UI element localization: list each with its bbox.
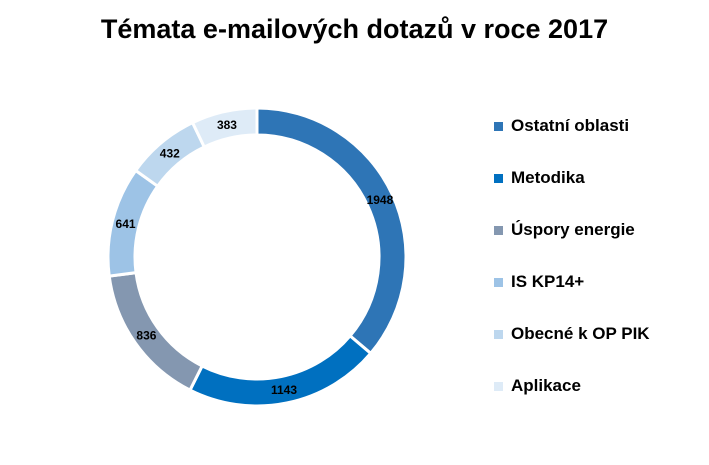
legend-label: IS KP14+ (511, 272, 585, 291)
legend-item: Úspory energie (494, 217, 650, 243)
legend-item: Ostatní oblasti (494, 113, 650, 139)
legend-swatch (494, 329, 503, 339)
donut-slice (190, 106, 259, 149)
slice-data-label: 1948 (367, 193, 394, 207)
legend-label: Metodika (511, 168, 585, 187)
legend-item: Aplikace (494, 373, 650, 399)
legend-label: Obecné k OP PIK (511, 324, 650, 343)
slice-data-label: 836 (136, 328, 156, 342)
legend-swatch (494, 277, 503, 287)
legend-label: Ostatní oblasti (511, 116, 630, 135)
chart-title: Témata e-mailových dotazů v roce 2017 (100, 14, 609, 44)
legend-swatch (494, 121, 503, 131)
legend-label: Úspory energie (511, 220, 635, 239)
legend-swatch (494, 225, 503, 235)
slice-data-label: 383 (217, 118, 237, 132)
legend-swatch (494, 381, 503, 391)
slice-data-label: 1143 (271, 383, 297, 397)
legend: Ostatní oblasti Metodika Úspory energie IS … (494, 113, 650, 425)
legend-swatch (494, 173, 503, 183)
legend-item: Obecné k OP PIK (494, 321, 650, 347)
legend-item: IS KP14+ (494, 269, 650, 295)
slice-data-label: 641 (116, 217, 136, 231)
legend-item: Metodika (494, 165, 650, 191)
legend-label: Aplikace (511, 376, 581, 395)
donut-slice (255, 106, 408, 356)
slice-data-label: 432 (160, 146, 180, 160)
